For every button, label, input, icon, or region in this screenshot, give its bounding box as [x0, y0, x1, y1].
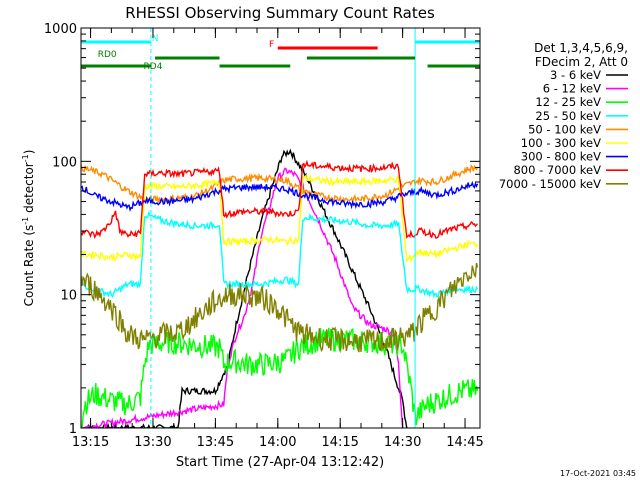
y-tick-label: 1000	[44, 22, 77, 37]
plot-inner	[81, 28, 480, 428]
y-axis-label: Count Rate (s-1 detector-1)	[21, 150, 36, 307]
x-tick-label: 14:15	[321, 435, 358, 450]
series-line	[81, 167, 404, 428]
legend-label: 3 - 6 keV	[550, 68, 601, 82]
legend-header: Det 1,3,4,5,6,9, FDecim 2, Att 0	[534, 41, 628, 69]
legend-label: 12 - 25 keV	[535, 95, 601, 109]
legend-label: 25 - 50 keV	[535, 109, 601, 123]
series-line	[81, 159, 478, 240]
legend-label: 300 - 800 keV	[521, 150, 601, 164]
plot-frame	[80, 27, 481, 429]
x-tick-label: 14:45	[446, 435, 483, 450]
footer-timestamp: 17-Oct-2021 03:45	[560, 469, 636, 478]
x-tick-label: 13:15	[72, 435, 109, 450]
series-line	[81, 210, 479, 299]
chart-title: RHESSI Observing Summary Count Rates	[125, 4, 435, 22]
legend-label: 100 - 300 keV	[521, 136, 601, 150]
legend-label: 50 - 100 keV	[528, 122, 601, 136]
series-line	[81, 262, 479, 353]
legend-label: 800 - 7000 keV	[513, 163, 601, 177]
legend-label: 7000 - 15000 keV	[499, 177, 601, 191]
y-axis-label-mid: detector	[22, 162, 36, 217]
y-tick-label: 100	[52, 155, 77, 170]
y-axis-label-sup2: -1	[21, 154, 30, 162]
plot-area: N F RD0 RD4	[81, 28, 480, 428]
state-bar-label: N	[152, 34, 159, 44]
x-axis-label: Start Time (27-Apr-04 13:12:42)	[176, 455, 384, 470]
y-tick-label: 10	[60, 289, 77, 304]
legend-header-line: FDecim 2, Att 0	[535, 55, 628, 69]
legend-label: 6 - 12 keV	[543, 82, 601, 96]
x-tick-label: 14:30	[384, 435, 421, 450]
y-axis-label-main: Count Rate (s	[22, 225, 36, 307]
legend-header-line: Det 1,3,4,5,6,9,	[534, 41, 628, 55]
axes: 1 10 100 1000 13:15 13:30 13:45 14:00 14:15 14:30…	[44, 22, 484, 450]
y-axis-label-end: )	[22, 150, 36, 155]
state-bar-label: RD4	[144, 62, 163, 72]
x-tick-label: 14:00	[259, 435, 296, 450]
series-line	[81, 164, 479, 205]
series-line	[81, 327, 479, 428]
x-tick-label: 13:45	[197, 435, 234, 450]
state-bar-label: RD0	[98, 50, 117, 60]
y-tick-label: 1	[69, 422, 77, 437]
x-tick-label: 13:30	[134, 435, 171, 450]
state-bar-label: F	[269, 40, 274, 50]
series-line	[81, 173, 479, 264]
y-axis-label-sup: -1	[21, 217, 30, 225]
series-line	[81, 180, 479, 212]
